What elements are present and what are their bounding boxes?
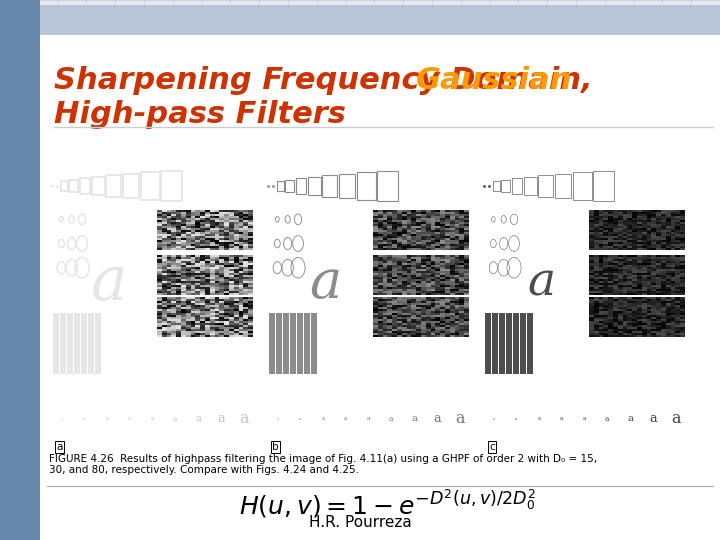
Text: a: a <box>455 410 464 428</box>
Bar <box>492 313 498 374</box>
Text: a: a <box>433 413 441 426</box>
Text: Sharpening Frequency Domain,: Sharpening Frequency Domain, <box>54 66 593 95</box>
Text: b: b <box>272 442 279 452</box>
Bar <box>92 177 104 195</box>
Bar <box>524 177 536 195</box>
Text: a: a <box>239 410 248 428</box>
Text: Gaussian: Gaussian <box>416 66 572 95</box>
Text: H.R. Pourreza: H.R. Pourreza <box>309 515 411 530</box>
Bar <box>40 5 720 35</box>
Text: c: c <box>489 442 495 452</box>
Bar <box>506 313 512 374</box>
Bar <box>80 178 90 194</box>
Text: a: a <box>106 416 109 421</box>
Text: a: a <box>649 413 657 426</box>
Text: a: a <box>515 417 517 421</box>
Bar <box>527 313 533 374</box>
Bar <box>81 313 87 374</box>
Bar <box>69 180 78 192</box>
Bar <box>311 313 317 374</box>
Bar <box>512 178 522 194</box>
Bar <box>161 171 182 201</box>
Bar <box>297 313 303 374</box>
Bar <box>493 181 500 191</box>
Bar <box>305 313 310 374</box>
Bar <box>283 313 289 374</box>
Bar <box>0 0 40 540</box>
Text: a: a <box>128 416 131 421</box>
Text: $H(u,v) = 1 - e^{-D^2(u,v)/2D_0^2}$: $H(u,v) = 1 - e^{-D^2(u,v)/2D_0^2}$ <box>239 488 536 520</box>
Text: a: a <box>276 417 278 421</box>
Text: a: a <box>389 415 394 423</box>
Text: a: a <box>83 417 85 421</box>
Text: a: a <box>57 442 63 452</box>
Bar <box>485 313 490 374</box>
Text: a: a <box>366 416 370 421</box>
Bar <box>338 174 355 198</box>
Bar <box>53 313 58 374</box>
Bar <box>593 171 614 201</box>
Bar <box>277 181 284 191</box>
Text: a: a <box>560 416 563 421</box>
Bar <box>357 172 376 200</box>
Text: a: a <box>299 417 301 421</box>
Bar <box>285 180 294 192</box>
Text: a: a <box>150 416 154 421</box>
Bar <box>67 313 73 374</box>
Bar <box>499 313 505 374</box>
Bar <box>95 313 101 374</box>
Text: a: a <box>527 260 555 306</box>
Bar <box>521 313 526 374</box>
Bar <box>141 172 160 200</box>
Text: a: a <box>582 416 586 421</box>
Bar <box>89 313 94 374</box>
Text: a: a <box>344 416 347 421</box>
Bar <box>554 174 571 198</box>
Bar <box>276 313 282 374</box>
Text: a: a <box>217 413 225 426</box>
Text: FIGURE 4.26  Results of highpass filtering the image of Fig. 4.11(a) using a GHP: FIGURE 4.26 Results of highpass filterin… <box>49 454 597 475</box>
Bar <box>501 180 510 192</box>
Text: High-pass Filters: High-pass Filters <box>54 100 346 129</box>
Text: a: a <box>173 415 178 423</box>
Text: a: a <box>411 414 417 423</box>
Text: a: a <box>671 410 680 428</box>
Bar <box>513 313 519 374</box>
Bar <box>308 177 320 195</box>
Text: a: a <box>309 256 341 309</box>
Text: a: a <box>605 415 610 423</box>
Text: a: a <box>492 417 494 421</box>
Bar <box>290 313 296 374</box>
Bar <box>269 313 274 374</box>
Text: a: a <box>538 416 541 421</box>
Bar <box>296 178 306 194</box>
Text: a: a <box>322 416 325 421</box>
Bar <box>122 174 139 198</box>
Text: a: a <box>627 414 633 423</box>
Text: a: a <box>195 414 201 423</box>
Bar <box>107 176 121 197</box>
Text: a: a <box>91 253 127 313</box>
Bar <box>539 176 553 197</box>
Text: a: a <box>60 417 62 421</box>
Bar <box>61 181 68 191</box>
Bar <box>60 313 66 374</box>
Bar <box>377 171 398 201</box>
Bar <box>74 313 80 374</box>
Bar <box>323 176 337 197</box>
Bar <box>573 172 592 200</box>
